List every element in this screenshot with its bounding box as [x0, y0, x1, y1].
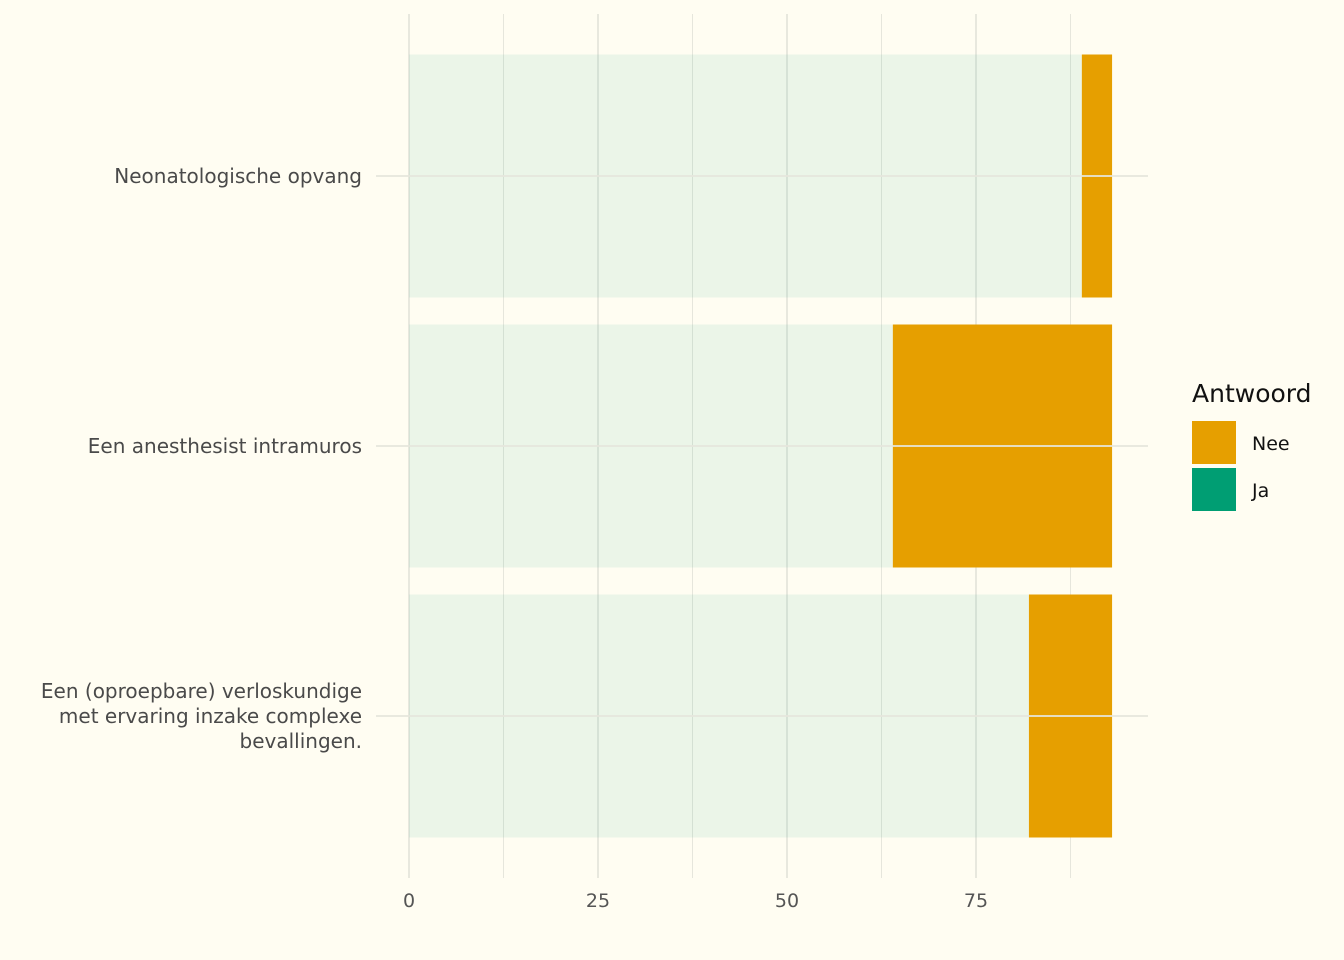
category-label: Een (oproepbare) verloskundige [41, 679, 362, 703]
bar-layer [376, 54, 1148, 838]
legend-swatch-ja [1192, 468, 1236, 511]
legend: Antwoord Nee Ja [1192, 379, 1312, 511]
x-tick-label: 0 [403, 890, 415, 912]
legend-title: Antwoord [1192, 379, 1312, 408]
category-label: met ervaring inzake complexe [59, 704, 362, 728]
x-tick-label: 75 [964, 890, 988, 912]
category-label: bevallingen. [240, 729, 362, 753]
value-axis: 0 25 50 75 [403, 890, 988, 912]
x-tick-label: 25 [586, 890, 610, 912]
category-label: Neonatologische opvang [114, 164, 362, 188]
category-label: Een anesthesist intramuros [88, 434, 362, 458]
category-axis: Neonatologische opvang Een anesthesist in… [41, 164, 362, 753]
x-tick-label: 50 [775, 890, 799, 912]
legend-label-ja: Ja [1251, 480, 1269, 502]
legend-swatch-nee [1192, 421, 1236, 464]
legend-label-nee: Nee [1252, 433, 1290, 455]
